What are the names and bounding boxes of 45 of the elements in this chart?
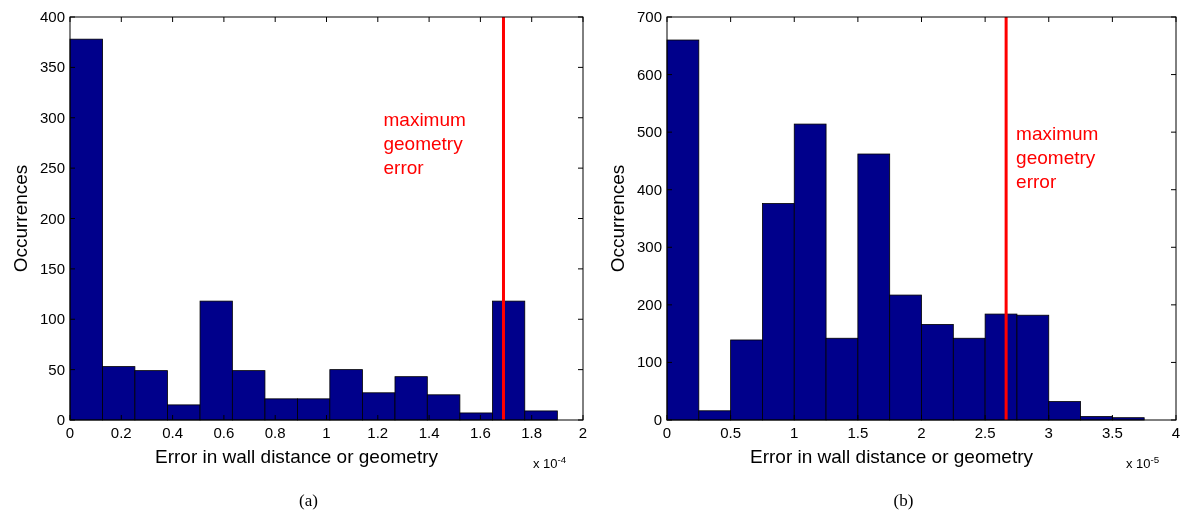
- x-axis-title: Error in wall distance or geometry: [750, 446, 1034, 467]
- x-tick-label: 0.8: [264, 424, 286, 441]
- x-tick-label: 1.5: [847, 424, 869, 441]
- x-tick-label: 0.2: [110, 424, 132, 441]
- x-tick-label: 0.4: [162, 424, 184, 441]
- x-tick-label: 2: [578, 424, 588, 441]
- x-tick-label: 2: [917, 424, 926, 441]
- y-tick-label: 0: [56, 411, 65, 428]
- x-tick-label: 1.8: [521, 424, 543, 441]
- y-tick-label: 0: [653, 411, 662, 428]
- ref-line-label: maximum geometry error: [1016, 123, 1099, 192]
- y-tick-label: 200: [39, 209, 65, 227]
- x-tick-label: 1: [322, 424, 331, 441]
- y-tick-label: 400: [636, 180, 662, 198]
- text: x 10$^{-4}$: [533, 453, 567, 471]
- x-axis-title: Error in wall distance or geometry: [155, 446, 439, 467]
- y-tick-label: 150: [39, 259, 65, 277]
- y-axis-title: Occurrences: [10, 164, 31, 273]
- y-tick-label: 500: [636, 123, 662, 141]
- x-tick-label: 3.5: [1101, 424, 1123, 441]
- text: x 10$^{-5}$: [1126, 453, 1160, 471]
- y-tick-label: 300: [636, 238, 662, 256]
- x-tick-label: 2.5: [974, 424, 996, 441]
- y-tick-label: 100: [636, 353, 662, 371]
- y-tick-label: 250: [39, 159, 65, 177]
- x-tick-label: 0.6: [213, 424, 235, 441]
- x-tick-label: 0.5: [720, 424, 742, 441]
- x-tick-label: 4: [1171, 424, 1181, 441]
- x-tick-label: 3: [1044, 424, 1053, 441]
- x-tick-label: 1.4: [418, 424, 440, 441]
- y-tick-label: 600: [636, 65, 662, 83]
- y-tick-label: 350: [39, 58, 65, 76]
- x-tick-label: 1.2: [367, 424, 389, 441]
- text: (a): [299, 491, 318, 510]
- y-tick-label: 700: [636, 8, 662, 25]
- x-tick-label: 1: [790, 424, 799, 441]
- y-tick-label: 400: [39, 8, 65, 25]
- y-axis-title: Occurrences: [607, 164, 628, 273]
- text: (b): [893, 491, 914, 510]
- y-tick-label: 200: [636, 295, 662, 313]
- y-tick-label: 300: [39, 108, 65, 126]
- y-tick-label: 100: [39, 310, 65, 328]
- ref-line-label: maximum geometry error: [383, 109, 466, 178]
- x-tick-label: 1.6: [469, 424, 491, 441]
- y-tick-label: 50: [48, 360, 65, 378]
